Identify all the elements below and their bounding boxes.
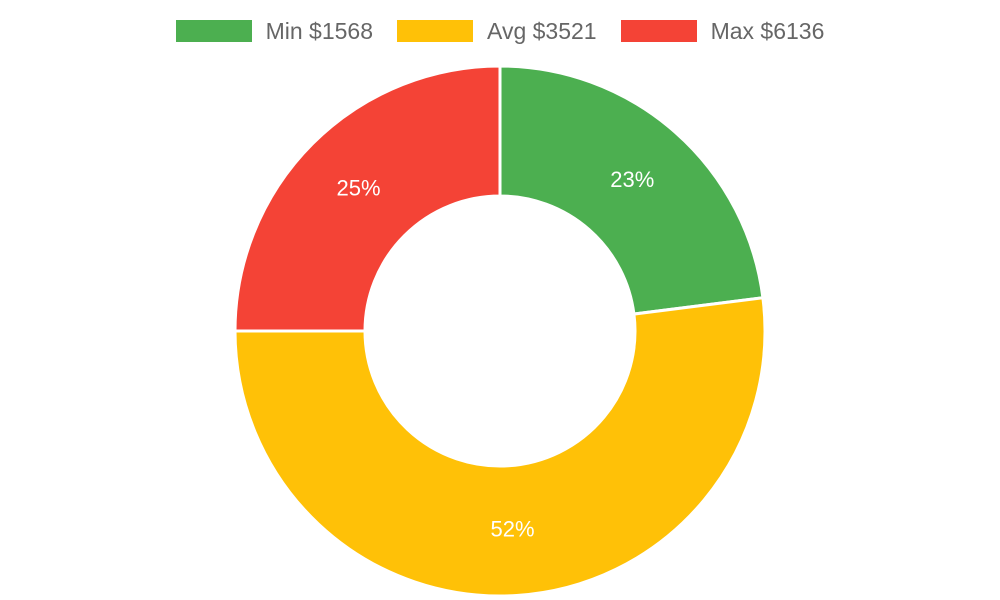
legend-swatch-max	[620, 20, 697, 42]
legend-item-max[interactable]: Max $6136	[620, 16, 825, 46]
slice-label-max: 25%	[337, 175, 381, 200]
slice-label-min: 23%	[610, 167, 654, 192]
legend-label-avg: Avg $3521	[487, 18, 597, 44]
slice-avg[interactable]	[233, 296, 767, 598]
legend-label-min: Min $1568	[265, 18, 374, 44]
slice-label-avg: 52%	[491, 516, 535, 541]
legend-item-min[interactable]: Min $1568	[175, 16, 374, 46]
slice-max[interactable]	[233, 64, 502, 333]
legend-label-max: Max $6136	[710, 18, 825, 44]
legend-swatch-min	[175, 20, 252, 42]
slice-min[interactable]	[498, 64, 765, 316]
legend-swatch-avg	[397, 20, 474, 42]
chart-legend: Min $1568 Avg $3521 Max $6136	[0, 16, 1000, 46]
legend-item-avg[interactable]: Avg $3521	[397, 16, 597, 46]
